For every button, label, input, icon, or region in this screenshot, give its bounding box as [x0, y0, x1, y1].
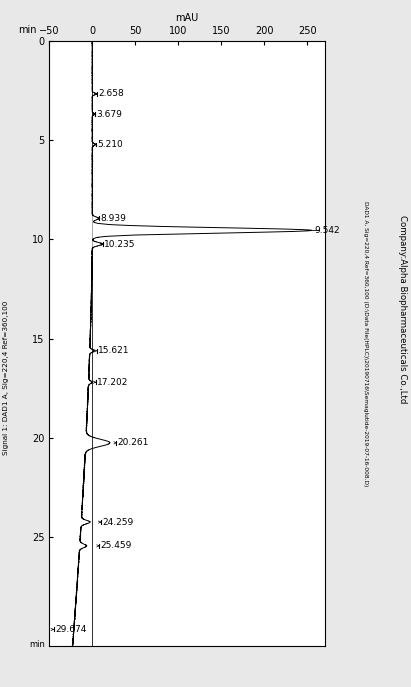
Text: 10.235: 10.235 — [104, 240, 136, 249]
Text: min: min — [29, 640, 45, 649]
Text: 29.674: 29.674 — [55, 625, 86, 634]
Text: Signal 1: DAD1 A, Sig=220,4 Ref=360,100: Signal 1: DAD1 A, Sig=220,4 Ref=360,100 — [3, 301, 9, 455]
Text: 2.658: 2.658 — [98, 89, 124, 98]
Text: 17.202: 17.202 — [97, 378, 129, 387]
Text: 25.459: 25.459 — [101, 541, 132, 550]
Text: 20.261: 20.261 — [118, 438, 149, 447]
Text: 8.939: 8.939 — [101, 214, 127, 223]
Text: 5.210: 5.210 — [97, 140, 123, 149]
Text: 15.621: 15.621 — [98, 346, 129, 355]
Text: 9.542: 9.542 — [314, 226, 340, 235]
Text: Company:Alpha Biopharmaceuticals Co.,Ltd: Company:Alpha Biopharmaceuticals Co.,Ltd — [398, 215, 407, 403]
Text: DAD1 A, Sig=220,4 Ref=360,100 (D:\Data File(HPLC)\20190716\Semaglutide-2019-07-1: DAD1 A, Sig=220,4 Ref=360,100 (D:\Data F… — [363, 201, 368, 486]
Text: 3.679: 3.679 — [96, 110, 122, 119]
Text: 24.259: 24.259 — [102, 517, 134, 526]
Text: min: min — [18, 25, 37, 35]
X-axis label: mAU: mAU — [175, 13, 199, 23]
